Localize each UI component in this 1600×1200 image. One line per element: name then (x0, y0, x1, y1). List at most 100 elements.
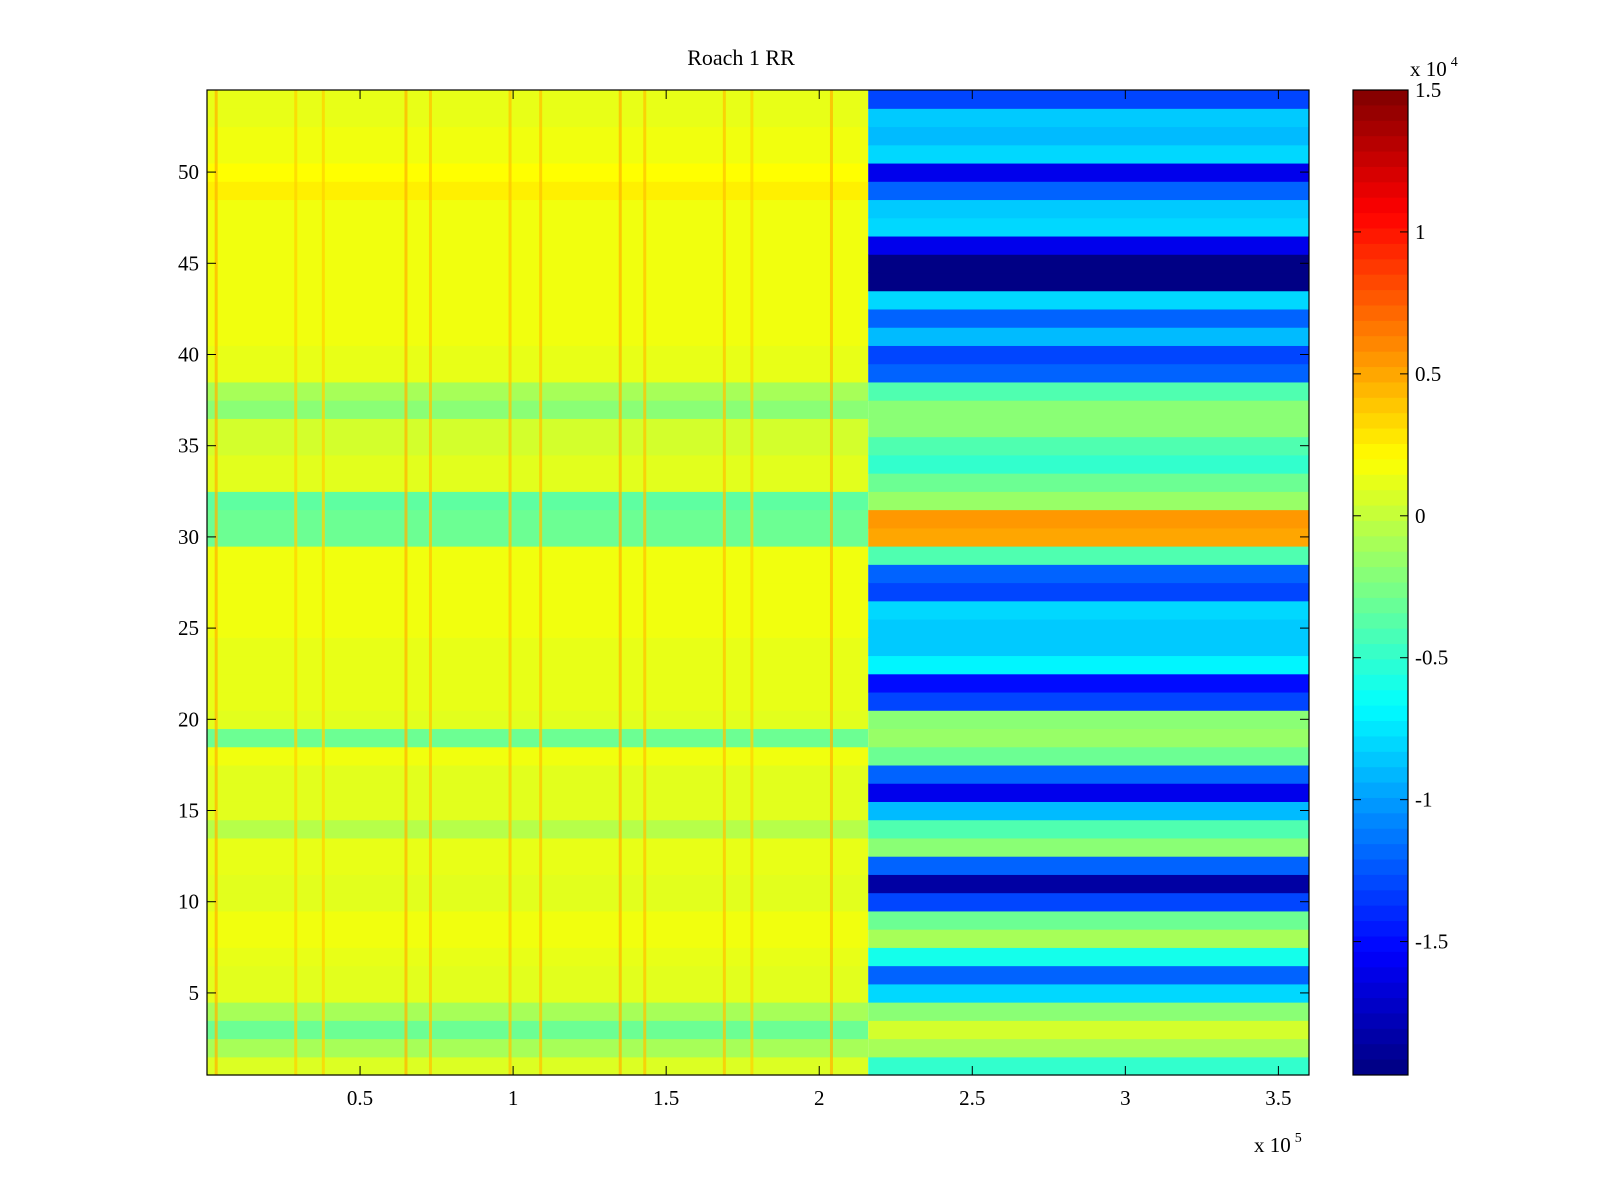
heatmap-cell-left (207, 983, 869, 1003)
heatmap-cell-right (868, 600, 1309, 620)
colorbar-swatch (1353, 520, 1408, 537)
heatmap-cell-right (868, 381, 1309, 401)
heatmap-cell-left (207, 728, 869, 748)
heatmap-cell-left (207, 400, 869, 419)
colorbar-swatch (1353, 767, 1408, 784)
heatmap-cell-left (207, 691, 869, 711)
heatmap-cell-left (207, 473, 869, 492)
heatmap-cell-right (868, 764, 1309, 784)
heatmap-cell-right (868, 509, 1309, 529)
colorbar-swatch (1353, 336, 1408, 353)
colorbar-swatch (1353, 1028, 1408, 1045)
heatmap-cell-left (207, 856, 869, 875)
heatmap-cell-right (868, 235, 1309, 255)
heatmap-cell-right (868, 710, 1309, 730)
heatmap-cell-right (868, 874, 1309, 894)
colorbar-swatch (1353, 136, 1408, 153)
heatmap-cell-left (207, 564, 869, 584)
heatmap-cell-right (868, 673, 1309, 693)
colorbar-swatch (1353, 890, 1408, 907)
colorbar-swatch (1353, 921, 1408, 937)
colorbar-swatch (1353, 182, 1408, 199)
colorbar-swatch (1353, 90, 1408, 106)
colorbar-swatch (1353, 105, 1408, 122)
heatmap-cell-right (868, 144, 1309, 164)
heatmap-cell-left (207, 801, 869, 821)
colorbar-swatch (1353, 351, 1408, 368)
heatmap-cell-left (207, 618, 869, 638)
colorbar-swatch (1353, 382, 1408, 399)
heatmap-cell-left (207, 162, 869, 182)
heatmap-cell-right (868, 491, 1309, 511)
heatmap-streak (643, 90, 647, 1075)
heatmap-cell-right (868, 655, 1309, 675)
colorbar-swatch (1353, 290, 1408, 306)
colorbar-swatch (1353, 1044, 1408, 1061)
heatmap-cell-right (868, 199, 1309, 219)
colorbar-swatch (1353, 505, 1408, 522)
heatmap-cell-left (207, 929, 869, 948)
heatmap-cell-left (207, 491, 869, 511)
heatmap-cell-left (207, 509, 869, 529)
heatmap-cell-left (207, 381, 869, 401)
y-tick-label: 15 (178, 799, 199, 823)
colorbar-swatch (1353, 490, 1408, 507)
heatmap-streak (508, 90, 512, 1075)
x-tick-label: 3.5 (1265, 1086, 1291, 1110)
plot-frame (206, 89, 1310, 1076)
heatmap-cell-right (868, 691, 1309, 711)
colorbar-tick-label: 1.5 (1415, 78, 1441, 102)
x-tick-label: 2.5 (959, 1086, 985, 1110)
heatmap-cell-left (207, 363, 869, 383)
colorbar-exponent-power: 4 (1451, 55, 1458, 70)
heatmap-cell-right (868, 90, 1309, 109)
colorbar-swatch (1353, 905, 1408, 922)
heatmap-cell-right (868, 126, 1309, 146)
colorbar-swatch (1353, 828, 1408, 845)
heatmap-cell-right (868, 892, 1309, 912)
heatmap-cell-left (207, 673, 869, 693)
heatmap-cell-left (207, 199, 869, 219)
colorbar-swatch (1353, 690, 1408, 707)
colorbar-swatch (1353, 659, 1408, 676)
colorbar-swatch (1353, 305, 1408, 322)
colorbar-swatch (1353, 998, 1408, 1014)
heatmap-cell-left (207, 874, 869, 894)
heatmap-streak (539, 90, 543, 1075)
heatmap-cell-left (207, 527, 869, 547)
heatmap-cell-left (207, 1056, 869, 1076)
heatmap-cell-right (868, 983, 1309, 1003)
colorbar-swatch (1353, 705, 1408, 722)
heatmap-cell-right (868, 947, 1309, 967)
colorbar-swatch (1353, 874, 1408, 891)
colorbar-swatch (1353, 243, 1408, 260)
colorbar-swatch (1353, 151, 1408, 168)
heatmap-cell-right (868, 546, 1309, 565)
colorbar-swatch (1353, 967, 1408, 984)
colorbar-swatch (1353, 567, 1408, 583)
colorbar-tick-label: -1 (1415, 788, 1433, 812)
heatmap-cell-right (868, 527, 1309, 547)
heatmap-cell-left (207, 783, 869, 802)
heatmap-cell-left (207, 308, 869, 328)
y-tick-label: 45 (178, 251, 199, 275)
colorbar-swatch (1353, 751, 1408, 768)
colorbar-swatch (1353, 120, 1408, 137)
x-exponent-label: x 10 5 (1254, 1131, 1302, 1157)
heatmap-streak (618, 90, 622, 1075)
heatmap-streaks (214, 90, 833, 1075)
y-tick-label: 35 (178, 434, 199, 458)
y-tick-label: 10 (178, 890, 199, 914)
x-exponent-power: 5 (1295, 1131, 1302, 1146)
heatmap-cell-right (868, 162, 1309, 182)
heatmap-streak (404, 90, 408, 1075)
colorbar-frame (1352, 89, 1409, 1076)
colorbar-swatch (1353, 259, 1408, 276)
heatmap-cell-right (868, 965, 1309, 985)
y-tick-label: 5 (189, 981, 200, 1005)
heatmap-cell-right (868, 418, 1309, 438)
heatmap-cell-left (207, 108, 869, 128)
colorbar-swatch (1353, 582, 1408, 599)
colorbar-exponent-base: x 10 (1410, 57, 1447, 81)
heatmap-cell-right (868, 783, 1309, 802)
